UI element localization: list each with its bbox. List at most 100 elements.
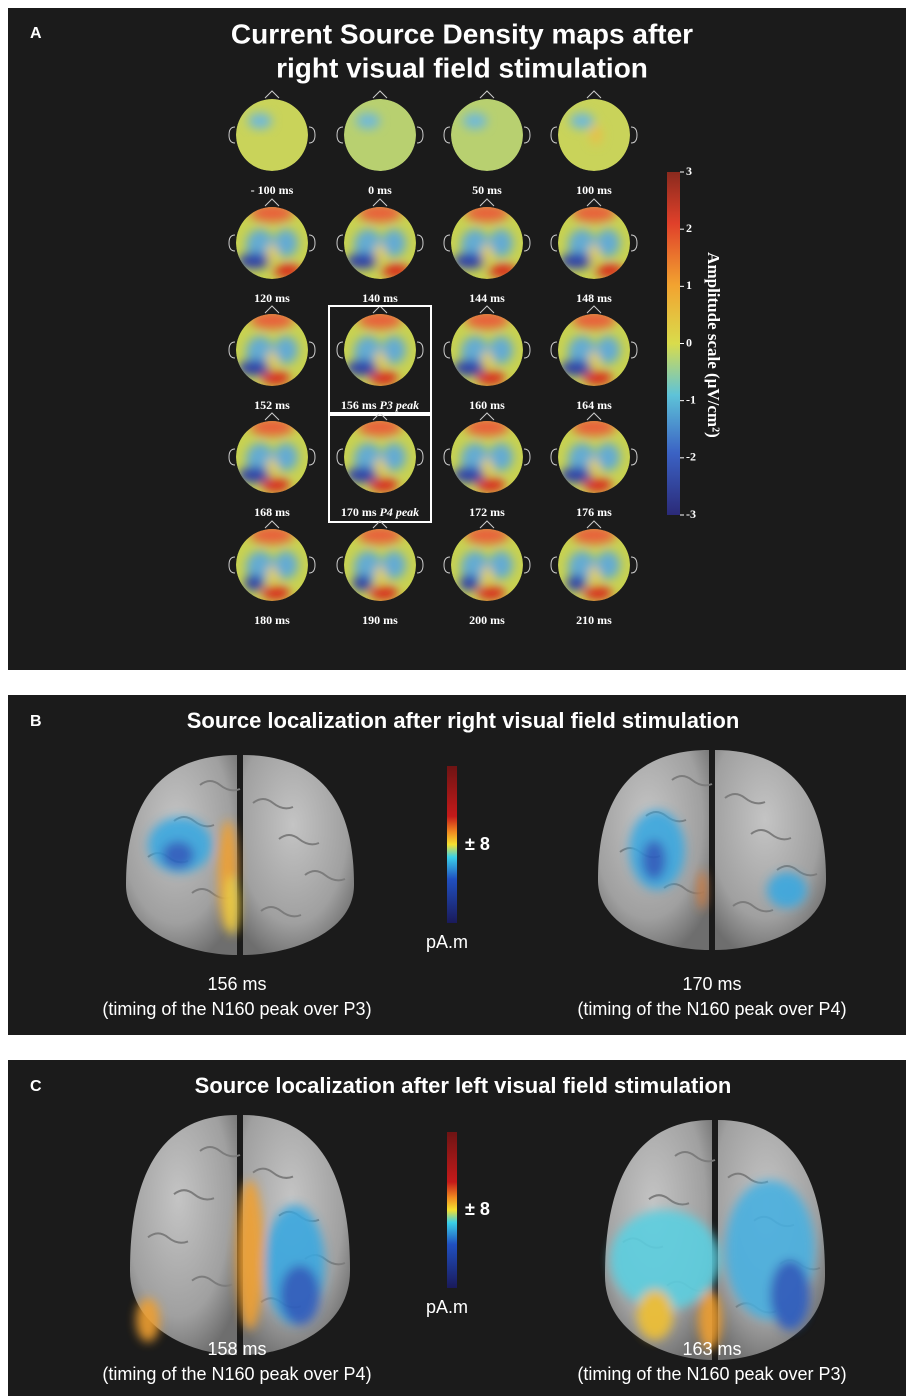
blob (352, 575, 372, 591)
head-map (550, 305, 638, 386)
ear (336, 341, 344, 359)
sulcus (648, 1194, 690, 1206)
blob (596, 443, 620, 471)
ear (416, 234, 424, 252)
blob (375, 351, 385, 369)
head-map (550, 90, 638, 171)
ear (630, 126, 638, 144)
head-fill (451, 207, 523, 279)
blob (244, 575, 264, 591)
blob (566, 575, 586, 591)
title: Current Source Density maps after (231, 18, 693, 49)
ear (550, 556, 558, 574)
map-time: 144 ms (469, 291, 505, 305)
blob (262, 371, 290, 385)
ear (228, 234, 236, 252)
caption-time: 170 ms (682, 974, 741, 994)
head-fill (344, 99, 416, 171)
ear (523, 341, 531, 359)
head-map (443, 520, 531, 601)
head-map (228, 412, 316, 493)
blob (356, 113, 380, 129)
blob (560, 360, 592, 376)
head-fill (451, 314, 523, 386)
nose (264, 90, 280, 99)
head-fill (236, 99, 308, 171)
map-label: 176 ms (576, 505, 612, 519)
blob (589, 566, 599, 584)
nose (372, 520, 388, 529)
ear (336, 234, 344, 252)
ear (443, 448, 451, 466)
sulcus (278, 834, 320, 846)
ear (228, 556, 236, 574)
blob (346, 467, 378, 483)
caption-note: (timing of the N160 peak over P4) (102, 1364, 371, 1384)
activation-blob (642, 840, 666, 880)
activation-blob (637, 1290, 673, 1340)
ear (550, 341, 558, 359)
ear (630, 341, 638, 359)
blobs (566, 529, 620, 600)
ear (416, 556, 424, 574)
ear (228, 341, 236, 359)
blob (590, 125, 602, 145)
activation-blob (770, 1260, 810, 1330)
nose (479, 305, 495, 314)
head-fill (344, 314, 416, 386)
caption-note: (timing of the N160 peak over P3) (102, 999, 371, 1019)
map-label: 144 ms (469, 291, 505, 305)
map-label: 160 ms (469, 398, 505, 412)
sulcus (674, 1151, 716, 1163)
blob (267, 458, 277, 476)
sulcus (252, 1167, 294, 1179)
caption-note: (timing of the N160 peak over P3) (577, 1364, 846, 1384)
map-label: 0 ms (368, 183, 392, 197)
blob (248, 113, 272, 129)
map-time: 152 ms (254, 398, 290, 412)
nose (264, 520, 280, 529)
head-map (443, 198, 531, 279)
sulcus (173, 1189, 215, 1201)
head-map (336, 90, 424, 171)
map-label: 152 ms (254, 398, 290, 412)
ear (443, 556, 451, 574)
blob (453, 360, 485, 376)
blob (267, 566, 277, 584)
head-base (236, 99, 308, 171)
blob (489, 229, 513, 257)
map-label: - 100 ms (251, 183, 294, 197)
blob (459, 575, 479, 591)
nose (479, 520, 495, 529)
nose (586, 305, 602, 314)
blob (370, 586, 398, 600)
caption-time: 158 ms (207, 1339, 266, 1359)
map-time: 164 ms (576, 398, 612, 412)
map-peak: P4 peak (380, 505, 420, 519)
nose (264, 198, 280, 207)
blobs (570, 113, 602, 145)
map-label: 170 ms P4 peak (341, 505, 419, 519)
sulcus (304, 870, 346, 882)
map-time: - 100 ms (251, 183, 294, 197)
title: right visual field stimulation (276, 52, 648, 83)
map-time: 176 ms (576, 505, 612, 519)
blobs (346, 421, 406, 492)
head-map (228, 520, 316, 601)
activation-blob (236, 1180, 264, 1330)
head-map (336, 305, 424, 386)
colorbar-tick-label: 0 (686, 335, 692, 349)
ear (416, 448, 424, 466)
blobs (248, 113, 272, 129)
map-label: 210 ms (576, 613, 612, 627)
ear (550, 448, 558, 466)
ear (523, 556, 531, 574)
map-label: 172 ms (469, 505, 505, 519)
head-fill (451, 529, 523, 601)
map-time: 210 ms (576, 613, 612, 627)
blob (382, 443, 406, 471)
ear (416, 341, 424, 359)
ear (443, 234, 451, 252)
panel-label: B (30, 713, 42, 730)
blobs (463, 113, 487, 129)
